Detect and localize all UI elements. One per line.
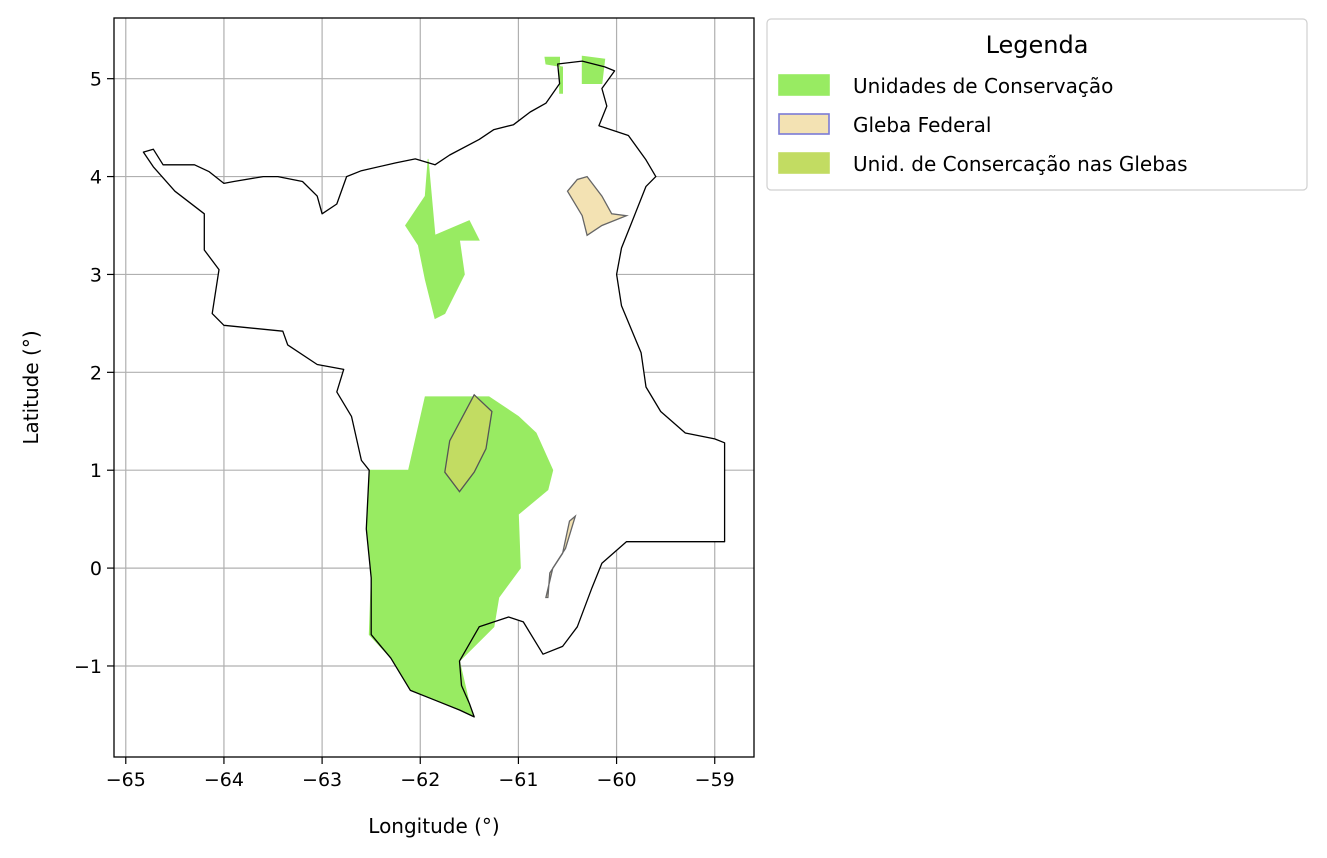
ticks-layer: −65 −64 −63 −62 −61 −60 −59 −1 0 1 2 3 4 5: [74, 69, 735, 791]
y-axis-label: Latitude (°): [19, 330, 43, 444]
legend-swatch: [778, 152, 830, 174]
y-tick-label: 4: [90, 167, 102, 189]
y-tick-label: 0: [90, 558, 102, 580]
legend-swatch: [778, 74, 830, 96]
legend-label: Unid. de Consercação nas Glebas: [853, 152, 1188, 176]
y-tick-label: 2: [90, 362, 102, 384]
state-fill: [143, 61, 725, 717]
legend-label: Unidades de Conservação: [853, 74, 1113, 98]
legend-entries: Unidades de Conservação Gleba Federal Unid…: [778, 74, 1188, 176]
state-border: [142, 60, 726, 718]
y-tick-label: 5: [90, 69, 102, 91]
y-tick-label: −1: [74, 656, 102, 678]
x-tick-label: −65: [106, 769, 146, 791]
gleba-federal-south: [545, 514, 577, 599]
y-tick-label: 1: [90, 460, 102, 482]
y-tick-label: 3: [90, 264, 102, 286]
conservation-unit-uc-north_1: [544, 56, 563, 94]
x-tick-label: −60: [597, 769, 637, 791]
x-tick-label: −59: [695, 769, 735, 791]
map-layers: [142, 55, 726, 718]
x-tick-label: −62: [400, 769, 440, 791]
legend-title: Legenda: [986, 31, 1089, 59]
uc-in-gleba: [444, 393, 493, 493]
x-axis-label: Longitude (°): [368, 814, 499, 838]
x-tick-label: −63: [302, 769, 342, 791]
legend: Legenda Unidades de Conservação Gleba Fed…: [766, 18, 1308, 191]
conservation-unit-uc-north_2: [581, 55, 606, 84]
gleba-federal-north: [566, 175, 629, 237]
x-tick-label: −61: [498, 769, 538, 791]
legend-swatch: [778, 113, 830, 135]
legend-box: [766, 18, 1308, 191]
conservation-unit-uc-north_3: [405, 158, 480, 320]
x-tick-label: −64: [204, 769, 244, 791]
legend-label: Gleba Federal: [853, 113, 991, 137]
axes-frame: [113, 17, 755, 758]
